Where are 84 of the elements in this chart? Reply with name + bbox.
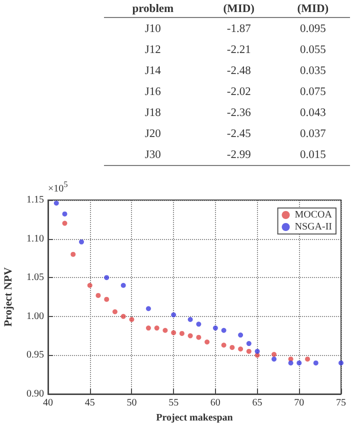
text: -2.02 [226,86,251,98]
x-tick-label: 65 [252,398,262,408]
legend-label: NSGA-II [294,222,332,232]
y-tick-label: 1.15 [26,194,44,206]
point [129,317,134,322]
category-label: (MID) [202,1,276,18]
text: -1.87 [226,22,251,34]
x-tick-label: 70 [294,398,304,408]
point [238,332,244,338]
point [146,306,151,312]
point [296,360,302,366]
point [120,282,126,288]
point [96,292,101,298]
point [272,356,277,362]
y-tick-label: 1.05 [26,272,44,284]
point [196,334,202,340]
point [104,275,110,280]
text: J16 [144,86,161,98]
text: 0.075 [300,86,326,98]
category-label: problem [104,1,202,18]
text: J18 [144,106,161,118]
point [62,211,68,216]
text: -2.48 [226,64,251,76]
text: -2.21 [226,44,251,56]
point [104,296,110,302]
point [212,326,218,331]
point [78,239,84,244]
point [62,220,68,226]
y-tick-label: 0.95 [26,350,44,361]
text: 0.043 [300,106,326,118]
legend-label: MOCOA [294,210,333,220]
point [221,342,226,348]
point [288,360,294,366]
category-label: (MID) [276,1,350,18]
point [272,352,277,357]
point [120,314,126,319]
y-tick-label: 0.90 [26,388,44,400]
point [230,344,235,350]
point [204,340,210,345]
point [179,330,184,336]
point [171,330,176,336]
y-axis-title: Project NPV [2,267,14,327]
x-tick-label: 55 [168,398,179,408]
x-tick-label: 75 [336,398,346,408]
text: 0.037 [300,128,326,140]
point [54,200,59,206]
point [305,356,310,362]
text: 0.095 [300,22,326,34]
point [154,326,160,331]
text: J12 [144,44,161,56]
point [246,348,252,354]
x-tick-label: 45 [84,398,95,408]
text: J10 [144,22,161,34]
text: -2.99 [226,148,251,160]
y-tick-label: 1.10 [26,233,44,244]
point [171,312,176,318]
point [254,348,260,354]
point [313,360,318,366]
text: J30 [144,148,161,160]
text: J20 [144,128,161,140]
x-axis-title: Project makespan [156,412,234,424]
x-tick-label: 40 [43,398,53,408]
text: 0.055 [300,44,326,56]
point [87,282,92,288]
text: -2.36 [226,106,251,118]
point [238,346,244,352]
point [146,326,151,331]
point [246,341,252,346]
point [188,317,193,322]
text: -2.45 [226,128,251,140]
point [188,333,193,338]
point [196,322,202,327]
point [162,328,168,333]
x-tick-label: 60 [210,398,220,408]
point [221,328,226,333]
point [70,252,76,257]
y-tick-label: 1.00 [26,310,44,322]
text: 0.035 [300,64,326,76]
text: J14 [144,64,161,76]
point [112,309,118,314]
text: ×10$^{5}$ [48,180,68,194]
x-tick-label: 50 [126,398,137,408]
point [338,360,344,366]
text: 0.015 [300,148,326,160]
